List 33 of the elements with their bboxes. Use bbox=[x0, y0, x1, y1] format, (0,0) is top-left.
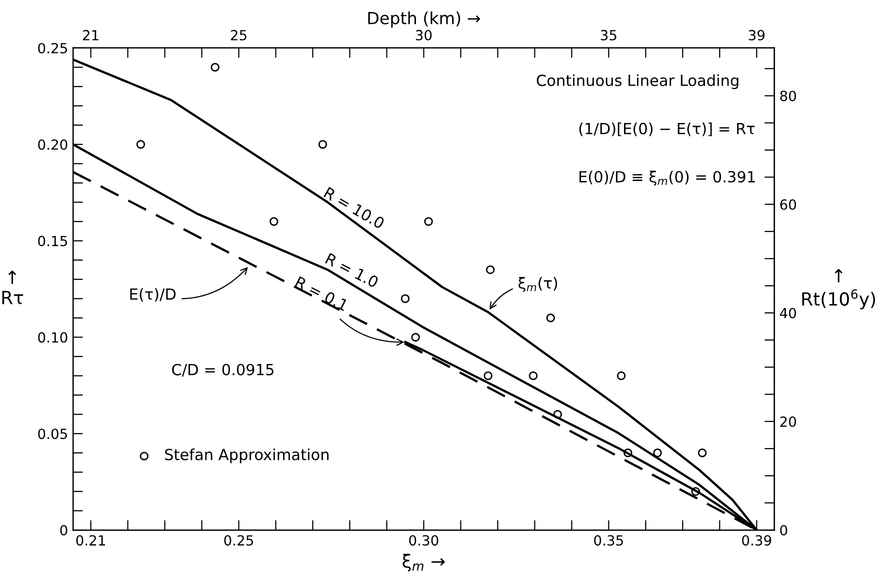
x2-tick-label: 25 bbox=[230, 30, 246, 40]
y2-tick-label: 0 bbox=[780, 524, 788, 536]
x2-tick-label: 39 bbox=[748, 30, 765, 40]
y2-tick-label: 60 bbox=[780, 199, 796, 210]
annotation: C/D = 0.0915 bbox=[172, 364, 274, 377]
x2-tick-label: 21 bbox=[82, 30, 98, 40]
x-tick-label: 0.35 bbox=[594, 535, 623, 546]
annotation: ξ$_{m}$(τ) bbox=[518, 276, 558, 292]
x2-tick-label: 30 bbox=[416, 30, 432, 40]
y2-tick-label: 40 bbox=[780, 308, 796, 318]
annotation: E(0)/D ≡ ξ$_{m}$(0) = 0.391 bbox=[580, 170, 755, 186]
y2-axis-title: ↑ Rt(10$^{6}$y) bbox=[802, 269, 876, 310]
legend-label: Stefan Approximation bbox=[165, 448, 329, 464]
x-tick-label: 0.25 bbox=[224, 535, 254, 546]
y-tick-label: 0.05 bbox=[38, 428, 67, 440]
y-tick-label: 0.20 bbox=[38, 139, 68, 150]
x-axis-title: ξ$_{m}$ → bbox=[402, 554, 445, 572]
x2-tick-label: 35 bbox=[600, 30, 616, 40]
x2-axis-title: Depth (km) → bbox=[368, 11, 480, 28]
x-tick-label: 0.21 bbox=[76, 535, 105, 546]
annotation: E(τ)/D bbox=[130, 288, 176, 302]
y2-tick-label: 80 bbox=[780, 90, 796, 102]
annotation: Continuous Linear Loading bbox=[536, 74, 738, 90]
x-tick-label: 0.39 bbox=[742, 535, 772, 546]
y2-tick-label: 20 bbox=[780, 416, 796, 427]
y-tick-label: 0.15 bbox=[38, 236, 67, 246]
x-tick-label: 0.30 bbox=[409, 535, 438, 546]
annotation: (1/D)[E(0) − E(τ)] = Rτ bbox=[579, 122, 755, 136]
y-tick-label: 0.10 bbox=[38, 332, 68, 343]
y-tick-label: 0.25 bbox=[38, 42, 67, 54]
y-tick-label: 0 bbox=[60, 524, 68, 536]
y-axis-title: ↑ Rτ bbox=[2, 270, 24, 304]
annotation: R = 10.0 bbox=[323, 186, 386, 230]
